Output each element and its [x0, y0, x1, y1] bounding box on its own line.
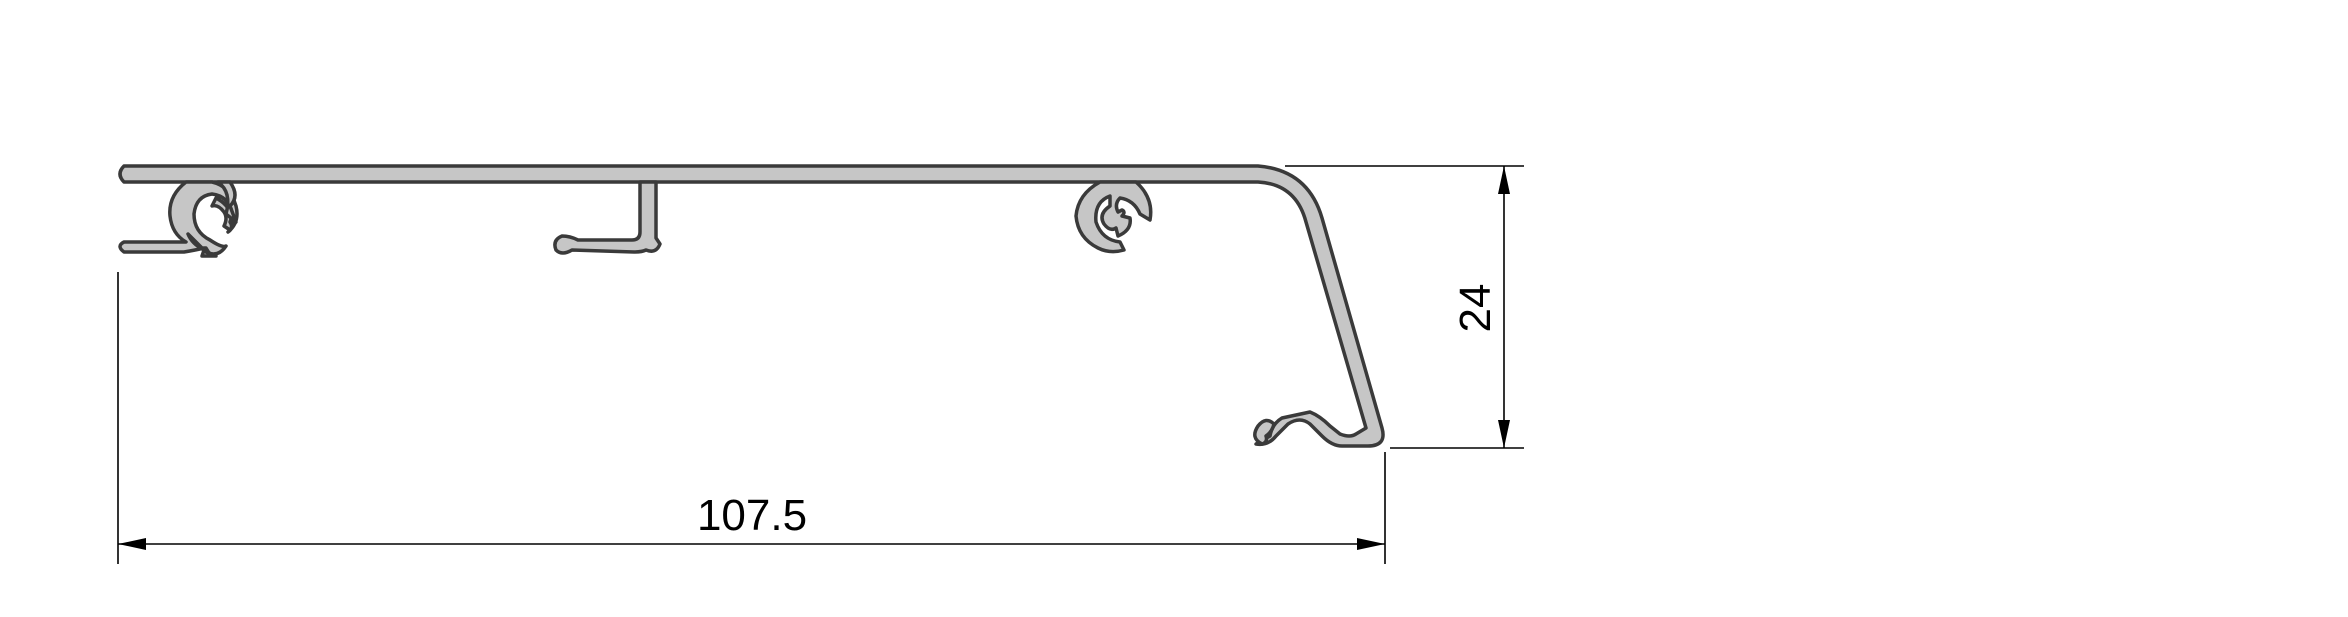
height-dimension-label: 24 [1451, 284, 1500, 333]
width-arrow-left [118, 538, 146, 550]
height-arrow-bottom [1498, 420, 1510, 448]
width-dimension-label: 107.5 [697, 491, 807, 540]
right-screw-boss [1074, 180, 1153, 254]
width-dimension: 107.5 [117, 272, 1386, 564]
profile-bottom-hook [1253, 418, 1276, 446]
height-arrow-top [1498, 166, 1510, 194]
height-dimension: 24 [1285, 165, 1524, 449]
left-screw-boss [118, 180, 239, 258]
width-arrow-right [1357, 538, 1385, 550]
profile-main-body [118, 164, 1385, 448]
center-t-slot [553, 180, 662, 255]
aluminium-profile [118, 164, 1385, 448]
left-boss-right-tab [216, 180, 238, 224]
